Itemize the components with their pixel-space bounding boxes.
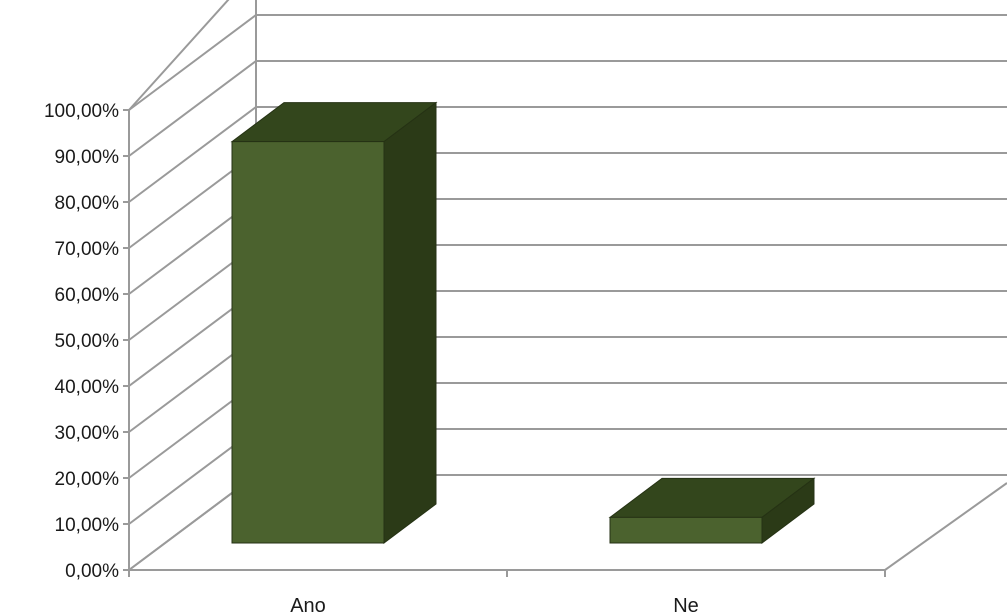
gridline (128, 14, 1007, 111)
y-tick-label: 40,00% (55, 377, 120, 398)
bar-front (609, 516, 763, 544)
y-tick-label: 0,00% (65, 561, 119, 582)
bar-layer (230, 101, 816, 544)
y-tick-label: 80,00% (55, 193, 120, 214)
x-tick-label-ano: Ano (290, 595, 326, 616)
y-tick-label: 20,00% (55, 469, 120, 490)
x-tick-label-ne: Ne (673, 595, 699, 616)
y-tick-label: 30,00% (55, 423, 120, 444)
axis-layer (123, 109, 886, 577)
y-tick-label: 90,00% (55, 147, 120, 168)
floor-right-edge (884, 482, 1007, 571)
y-tick-label: 10,00% (55, 515, 120, 536)
y-tick-label: 60,00% (55, 285, 120, 306)
bar-front (231, 141, 385, 544)
bar-side (383, 101, 437, 544)
gridline-top-diagonal (128, 0, 230, 111)
y-tick-label: 70,00% (55, 239, 120, 260)
y-tick-label: 50,00% (55, 331, 120, 352)
bar-ano (230, 101, 438, 544)
y-tick-label: 100,00% (44, 101, 119, 122)
label-layer: 0,00% 10,00% 20,00% 30,00% 40,00% 50,00% 60,00… (44, 101, 699, 616)
gridline-spacer (129, 0, 256, 110)
bar-ne (608, 477, 816, 544)
